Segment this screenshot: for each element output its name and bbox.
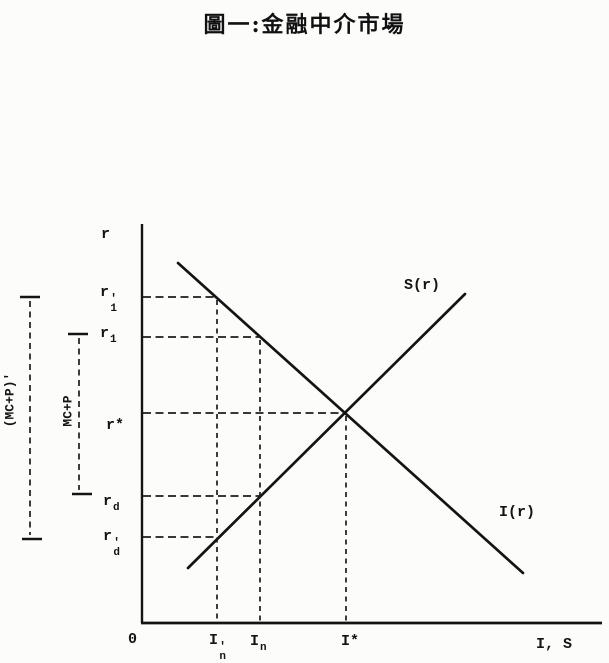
mcp-bracket: [68, 332, 92, 496]
subscript: d: [113, 547, 120, 559]
label-base: r: [100, 284, 110, 301]
y-tick-label-r1-prime: r ' 1: [100, 285, 117, 315]
label-base: r: [103, 528, 113, 545]
subscript: 1: [110, 334, 117, 346]
supply-curve-line: [186, 292, 467, 570]
y-tick-label-r1: r1: [100, 326, 117, 346]
mcp-prime-bracket: [20, 295, 42, 541]
y-tick-label-rd-prime: r ' d: [103, 529, 120, 559]
y-tick-label-rd: rd: [103, 494, 120, 514]
subscript: n: [219, 651, 226, 663]
bracket-label-mcp: MC+P: [60, 395, 76, 427]
label-base: r: [103, 493, 113, 510]
y-axis-title: r: [101, 226, 111, 243]
prime-mark: ': [219, 640, 227, 654]
origin-label: 0: [128, 631, 138, 648]
investment-curve-label: I(r): [499, 504, 536, 521]
x-axis-title: I, S: [536, 636, 573, 653]
subscript: n: [260, 642, 267, 654]
subscript: d: [113, 502, 120, 514]
figure-title: 圖一:金融中介市場: [203, 12, 406, 38]
x-tick-label-in: In: [250, 634, 267, 654]
subscript: 1: [110, 303, 117, 315]
x-tick-label-i-star: I*: [341, 633, 360, 650]
supply-curve-label: S(r): [404, 277, 441, 294]
y-tick-label-r-star: r*: [106, 417, 125, 434]
investment-curve-line: [176, 261, 525, 575]
label-base: I: [250, 633, 260, 650]
label-base: r: [100, 325, 110, 342]
bracket-label-mcp-prime: (MC+P)': [2, 372, 18, 428]
label-base: I: [209, 632, 219, 649]
prime-mark: ': [110, 292, 118, 306]
prime-mark: ': [113, 536, 121, 550]
x-tick-label-in-prime: I ' n: [209, 633, 226, 663]
